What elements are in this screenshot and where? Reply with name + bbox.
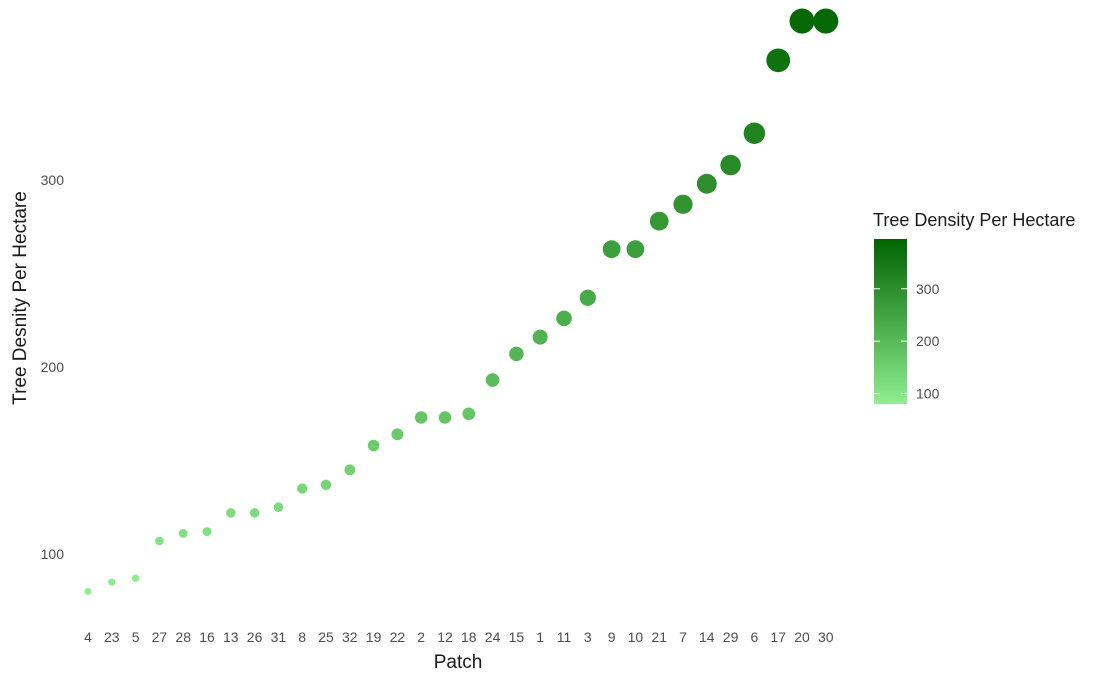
x-tick-label: 17 bbox=[770, 629, 786, 645]
data-point bbox=[509, 346, 524, 362]
x-tick-label: 28 bbox=[175, 629, 191, 645]
data-point bbox=[720, 154, 741, 176]
x-tick-label: 6 bbox=[751, 629, 759, 645]
x-tick-label: 18 bbox=[461, 629, 477, 645]
data-point bbox=[155, 536, 164, 546]
data-point bbox=[696, 173, 717, 194]
data-point bbox=[131, 574, 140, 583]
data-point bbox=[84, 587, 92, 595]
data-point bbox=[743, 122, 766, 144]
x-tick-label: 16 bbox=[199, 629, 215, 645]
x-tick-label: 11 bbox=[557, 629, 572, 645]
data-point bbox=[297, 483, 308, 494]
x-tick-label: 15 bbox=[509, 629, 525, 645]
data-point bbox=[178, 529, 188, 538]
x-tick-label: 1 bbox=[536, 629, 544, 645]
x-axis-ticks: 4 23 5 27 28 16 13 26 31 8 25 32 19 22 2 12 18 24 15 1 11 3 9 1… bbox=[84, 629, 834, 645]
data-point bbox=[202, 527, 212, 537]
data-point bbox=[438, 411, 452, 424]
data-point bbox=[673, 194, 693, 214]
data-point bbox=[226, 508, 236, 518]
x-tick-label: 19 bbox=[366, 629, 382, 645]
x-tick-label: 23 bbox=[104, 629, 120, 645]
data-point bbox=[532, 329, 548, 345]
x-tick-label: 14 bbox=[699, 629, 715, 645]
x-tick-label: 29 bbox=[723, 629, 739, 645]
x-tick-label: 24 bbox=[485, 629, 501, 645]
x-axis-title: Patch bbox=[434, 652, 483, 673]
x-tick-label: 22 bbox=[390, 629, 406, 645]
x-tick-label: 31 bbox=[271, 629, 287, 645]
data-point bbox=[249, 508, 260, 518]
data-point bbox=[108, 578, 116, 586]
data-point bbox=[579, 289, 596, 306]
x-tick-label: 13 bbox=[223, 629, 239, 645]
data-point bbox=[789, 8, 815, 34]
x-tick-label: 26 bbox=[247, 629, 263, 645]
data-point bbox=[414, 411, 428, 424]
data-point bbox=[391, 428, 404, 441]
x-tick-label: 21 bbox=[651, 629, 667, 645]
data-point bbox=[766, 48, 791, 73]
data-point bbox=[649, 211, 669, 231]
data-points bbox=[84, 8, 839, 595]
color-legend: Tree Density Per Hectare 100 200 300 bbox=[873, 210, 1075, 404]
y-tick-label: 100 bbox=[41, 546, 65, 562]
x-tick-label: 8 bbox=[298, 629, 306, 645]
x-tick-label: 25 bbox=[318, 629, 334, 645]
x-tick-label: 2 bbox=[417, 629, 425, 645]
data-point bbox=[367, 439, 380, 452]
x-tick-label: 4 bbox=[84, 629, 92, 645]
x-tick-label: 30 bbox=[818, 629, 834, 645]
x-tick-label: 10 bbox=[628, 629, 644, 645]
legend-tick-label: 200 bbox=[916, 333, 940, 349]
x-tick-label: 3 bbox=[584, 629, 592, 645]
x-tick-label: 7 bbox=[679, 629, 687, 645]
x-tick-label: 32 bbox=[342, 629, 358, 645]
y-tick-label: 300 bbox=[41, 172, 65, 188]
data-point bbox=[602, 240, 621, 259]
x-tick-label: 12 bbox=[437, 629, 453, 645]
x-tick-label: 9 bbox=[608, 629, 616, 645]
data-point bbox=[626, 240, 645, 259]
data-point bbox=[320, 479, 332, 490]
legend-tick-label: 300 bbox=[916, 281, 940, 297]
legend-title: Tree Density Per Hectare bbox=[873, 210, 1075, 230]
data-point bbox=[556, 310, 572, 327]
data-point bbox=[485, 373, 500, 387]
legend-colorbar bbox=[874, 239, 907, 404]
legend-ticks: 100 200 300 bbox=[874, 281, 940, 402]
x-tick-label: 20 bbox=[794, 629, 810, 645]
y-axis-title: Tree Desnity Per Hectare bbox=[10, 191, 31, 405]
legend-tick-label: 100 bbox=[916, 386, 940, 402]
data-point bbox=[273, 502, 284, 513]
y-axis-ticks: 100 200 300 bbox=[41, 172, 65, 562]
y-tick-label: 200 bbox=[41, 359, 65, 375]
x-tick-label: 27 bbox=[152, 629, 168, 645]
data-point bbox=[813, 8, 839, 34]
x-tick-label: 5 bbox=[132, 629, 140, 645]
data-point bbox=[344, 464, 356, 476]
data-point bbox=[462, 407, 476, 421]
